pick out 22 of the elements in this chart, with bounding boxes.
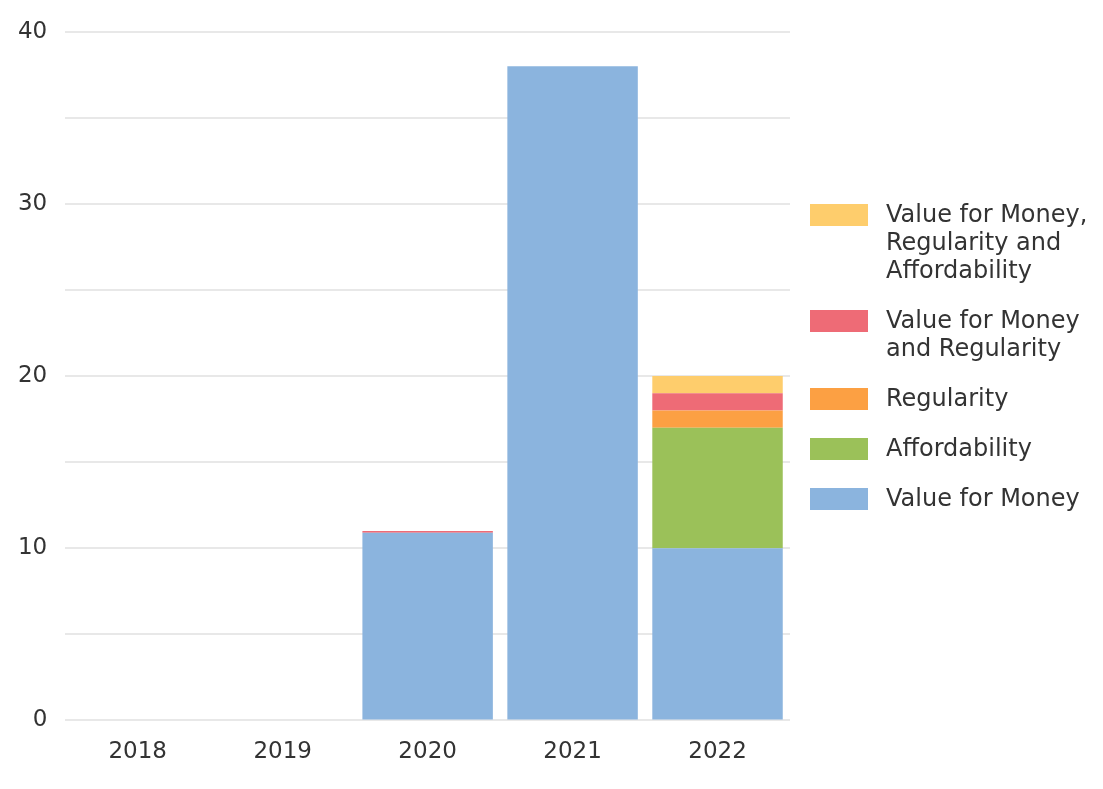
bar xyxy=(652,427,783,549)
bar xyxy=(652,548,783,720)
bar xyxy=(362,532,493,720)
y-tick-label: 10 xyxy=(17,533,48,560)
y-tick-label: 30 xyxy=(17,188,48,215)
x-tick-label: 2020 xyxy=(398,737,457,764)
legend-label: Affordability xyxy=(886,434,1032,462)
x-tick-label: 2019 xyxy=(253,737,312,764)
y-tick-label: 40 xyxy=(17,16,48,43)
bar xyxy=(652,393,783,411)
x-tick-label: 2022 xyxy=(688,737,747,764)
x-tick-label: 2018 xyxy=(108,737,168,764)
legend-label: Value for Money and Regularity xyxy=(886,306,1081,362)
y-tick-label: 0 xyxy=(32,705,48,732)
x-tick-label: 2021 xyxy=(543,737,602,764)
bar xyxy=(507,66,638,720)
legend-label: Regularity xyxy=(886,384,1009,412)
y-tick-label: 20 xyxy=(17,361,48,388)
bar xyxy=(652,376,783,394)
bar xyxy=(652,410,783,428)
legend-label: Value for Money, Regularity and Affordability xyxy=(886,200,1089,284)
legend-label: Value for Money xyxy=(886,484,1080,512)
